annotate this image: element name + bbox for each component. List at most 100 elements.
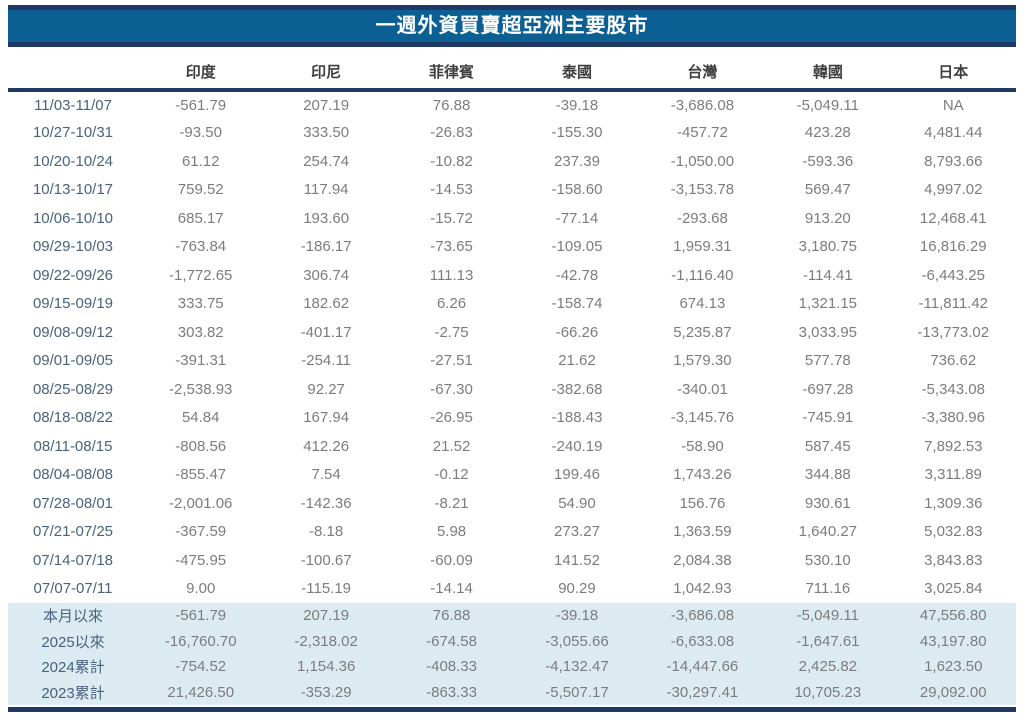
value-cell: -5,049.11 [796,96,859,114]
value-cell: 207.19 [303,96,350,114]
value-cell: -1,116.40 [671,266,734,284]
value-cell: 736.62 [930,352,977,370]
table-row: 08/25-08/29 -2,538.93 92.27 -67.30 -382.68 -3… [8,375,1016,404]
value-cell: -2,538.93 [169,380,233,398]
table-row: 07/07-07/11 9.00 -115.19 -14.14 90.29 1,042.9… [8,575,1016,604]
header-cell-market: 台灣 [687,64,718,81]
table-row: 10/20-10/24 61.12 254.74 -10.82 237.39 -1,050… [8,147,1016,176]
value-cell: 7,892.53 [924,437,983,455]
value-cell: -27.51 [430,352,473,370]
row-label: 09/08-09/12 [32,323,114,341]
row-label: 08/18-08/22 [32,409,114,427]
value-cell: -754.52 [175,658,227,676]
value-cell: 685.17 [177,209,224,227]
value-cell: -2,001.06 [169,494,233,512]
header-cell-market: 泰國 [561,64,592,81]
value-cell: -457.72 [676,124,728,142]
value-cell: -353.29 [300,683,352,701]
value-cell: -5,507.17 [545,683,609,701]
value-cell: 5,235.87 [673,323,732,341]
value-cell: 182.62 [303,295,350,313]
value-cell: 3,843.83 [924,551,983,569]
table-row: 2023累計 21,426.50 -353.29 -863.33 -5,507.17 -3… [8,679,1016,705]
bottom-border-line [8,707,1016,712]
table-row: 本月以來 -561.79 207.19 76.88 -39.18 -3,686.08 -5,… [8,603,1016,629]
value-cell: -10.82 [430,152,473,170]
value-cell: -30,297.41 [666,683,739,701]
table-row: 09/08-09/12 303.82 -401.17 -2.75 -66.26 5,235… [8,318,1016,347]
value-cell: -158.74 [551,295,603,313]
value-cell: 711.16 [805,580,851,598]
value-cell: 1,363.59 [673,523,732,541]
value-cell: 333.75 [177,295,224,313]
value-cell: -855.47 [175,466,227,484]
value-cell: -14.14 [430,580,473,598]
table-row: 07/14-07/18 -475.95 -100.67 -60.09 141.52 2,0… [8,546,1016,575]
value-cell: 9.00 [186,580,216,598]
table-header: 印度 印尼 菲律賓 泰國 台灣 韓國 日本 [8,55,1016,90]
value-cell: 1,321.15 [798,295,858,313]
value-cell: -77.14 [555,209,599,227]
value-cell: 16,816.29 [919,238,987,256]
value-cell: -475.95 [175,551,227,569]
value-cell: -8.21 [434,494,469,512]
value-cell: -382.68 [551,380,603,398]
row-label: 07/14-07/18 [32,551,114,569]
header-cell-market: 菲律賓 [429,64,475,81]
value-cell: -67.30 [430,380,473,398]
row-label: 08/25-08/29 [32,380,114,398]
header-cell-market: 印尼 [311,64,342,81]
value-cell: 2,425.82 [798,658,858,676]
value-cell: -39.18 [555,96,599,114]
value-cell: 21.62 [558,352,596,370]
value-cell: 8,793.66 [924,152,983,170]
value-cell: -340.01 [676,380,728,398]
value-cell: -367.59 [175,523,227,541]
row-label: 10/27-10/31 [32,124,114,142]
value-cell: -115.19 [301,580,352,598]
value-cell: 303.82 [177,323,224,341]
row-label: 07/28-08/01 [32,494,114,512]
table-title-banner: 一週外資買賣超亞洲主要股市 [8,5,1016,47]
value-cell: 273.27 [554,523,600,541]
value-cell: NA [942,96,964,114]
value-cell: -142.36 [300,494,352,512]
value-cell: -561.79 [175,96,227,114]
value-cell: -16,760.70 [164,632,237,650]
value-cell: -66.26 [555,323,599,341]
table-row: 08/18-08/22 54.84 167.94 -26.95 -188.43 -3,14… [8,404,1016,433]
value-cell: -2,318.02 [294,632,358,650]
value-cell: -42.78 [555,266,599,284]
table-row: 08/04-08/08 -855.47 7.54 -0.12 199.46 1,743.2… [8,461,1016,490]
value-cell: -561.79 [175,607,227,625]
row-label: 07/21-07/25 [32,523,114,541]
value-cell: 5,032.83 [924,523,983,541]
value-cell: 167.94 [303,409,350,427]
row-label: 本月以來 [42,608,103,626]
table-row: 07/21-07/25 -367.59 -8.18 5.98 273.27 1,363.5… [8,518,1016,547]
value-cell: 193.60 [303,209,350,227]
value-cell: -1,772.65 [169,266,233,284]
value-cell: -60.09 [430,551,473,569]
table-row: 10/13-10/17 759.52 117.94 -14.53 -158.60 -3,1… [8,176,1016,205]
value-cell: -674.58 [426,632,477,650]
value-cell: -15.72 [430,209,473,227]
value-cell: 43,197.80 [919,632,987,650]
header-row: 印度 印尼 菲律賓 泰國 台灣 韓國 日本 [8,55,1016,90]
value-cell: 207.19 [303,607,350,625]
value-cell: -808.56 [175,437,227,455]
value-cell: -3,153.78 [670,181,735,199]
value-cell: -73.65 [430,238,473,256]
value-cell: -109.05 [551,238,603,256]
value-cell: 90.29 [558,580,596,598]
value-cell: -863.33 [426,683,477,701]
row-label: 2024累計 [41,659,105,677]
value-cell: -391.31 [175,352,227,370]
value-cell: -5,343.08 [921,380,985,398]
value-cell: 1,743.26 [673,466,732,484]
value-cell: -188.43 [551,409,603,427]
value-cell: -408.33 [426,658,477,676]
value-cell: 6.26 [436,295,467,313]
header-cell-market: 印度 [185,64,216,81]
